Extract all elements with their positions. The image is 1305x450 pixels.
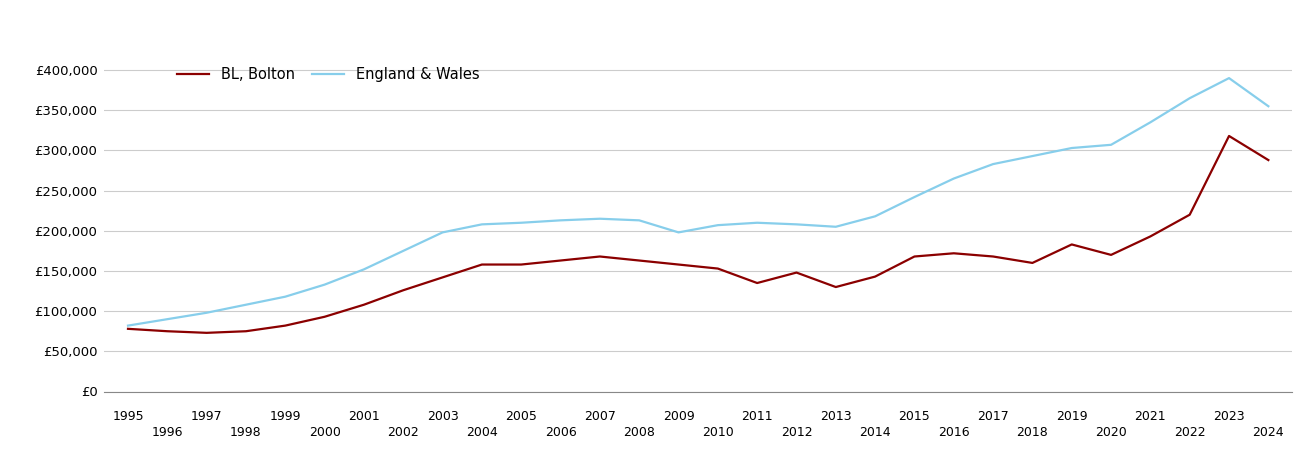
Text: 2001: 2001 — [348, 410, 380, 423]
Text: 2013: 2013 — [820, 410, 852, 423]
Text: 2024: 2024 — [1253, 426, 1284, 439]
England & Wales — [710, 222, 726, 228]
Text: 1997: 1997 — [191, 410, 222, 423]
Text: 2011: 2011 — [741, 410, 773, 423]
England & Wales — [946, 176, 962, 181]
Text: 2009: 2009 — [663, 410, 694, 423]
England & Wales — [1024, 153, 1040, 159]
England & Wales — [592, 216, 608, 221]
Text: 1996: 1996 — [151, 426, 183, 439]
BL, Bolton — [868, 274, 883, 279]
BL, Bolton — [198, 330, 214, 336]
England & Wales — [749, 220, 765, 225]
BL, Bolton — [278, 323, 294, 328]
Text: 2012: 2012 — [780, 426, 812, 439]
BL, Bolton — [592, 254, 608, 259]
BL, Bolton — [553, 258, 569, 263]
Text: 2015: 2015 — [899, 410, 930, 423]
England & Wales — [632, 218, 647, 223]
BL, Bolton — [907, 254, 923, 259]
Line: BL, Bolton: BL, Bolton — [128, 136, 1268, 333]
Text: 2007: 2007 — [583, 410, 616, 423]
BL, Bolton — [1024, 260, 1040, 265]
BL, Bolton — [1182, 212, 1198, 217]
BL, Bolton — [788, 270, 804, 275]
BL, Bolton — [710, 266, 726, 271]
Text: 2016: 2016 — [938, 426, 970, 439]
BL, Bolton — [1261, 158, 1276, 163]
England & Wales — [238, 302, 253, 307]
England & Wales — [435, 230, 450, 235]
BL, Bolton — [159, 328, 175, 334]
BL, Bolton — [671, 262, 686, 267]
Line: England & Wales: England & Wales — [128, 78, 1268, 326]
BL, Bolton — [632, 258, 647, 263]
BL, Bolton — [1221, 133, 1237, 139]
England & Wales — [278, 294, 294, 299]
England & Wales — [395, 248, 411, 254]
England & Wales — [985, 162, 1001, 167]
England & Wales — [198, 310, 214, 315]
England & Wales — [907, 194, 923, 200]
England & Wales — [1143, 120, 1159, 125]
Text: 2005: 2005 — [505, 410, 538, 423]
Text: 2020: 2020 — [1095, 426, 1128, 439]
BL, Bolton — [474, 262, 489, 267]
Text: 2004: 2004 — [466, 426, 497, 439]
BL, Bolton — [435, 274, 450, 280]
BL, Bolton — [120, 326, 136, 332]
Text: 2019: 2019 — [1056, 410, 1087, 423]
BL, Bolton — [356, 302, 372, 307]
BL, Bolton — [1103, 252, 1118, 257]
Text: 2003: 2003 — [427, 410, 458, 423]
England & Wales — [474, 222, 489, 227]
BL, Bolton — [238, 328, 253, 334]
Text: 1998: 1998 — [230, 426, 262, 439]
England & Wales — [159, 316, 175, 322]
England & Wales — [1261, 104, 1276, 109]
BL, Bolton — [395, 288, 411, 293]
England & Wales — [513, 220, 529, 225]
England & Wales — [1182, 95, 1198, 101]
BL, Bolton — [749, 280, 765, 286]
England & Wales — [788, 222, 804, 227]
BL, Bolton — [946, 251, 962, 256]
Text: 2014: 2014 — [859, 426, 891, 439]
BL, Bolton — [827, 284, 843, 290]
Text: 1999: 1999 — [270, 410, 301, 423]
England & Wales — [1064, 145, 1079, 151]
Text: 2023: 2023 — [1214, 410, 1245, 423]
England & Wales — [827, 224, 843, 230]
Text: 2022: 2022 — [1174, 426, 1206, 439]
England & Wales — [120, 323, 136, 328]
England & Wales — [553, 218, 569, 223]
BL, Bolton — [1143, 234, 1159, 239]
BL, Bolton — [317, 314, 333, 319]
Legend: BL, Bolton, England & Wales: BL, Bolton, England & Wales — [171, 61, 485, 88]
Text: 2008: 2008 — [624, 426, 655, 439]
Text: 2000: 2000 — [309, 426, 341, 439]
BL, Bolton — [513, 262, 529, 267]
England & Wales — [1103, 142, 1118, 148]
BL, Bolton — [985, 254, 1001, 259]
England & Wales — [317, 282, 333, 288]
Text: 2006: 2006 — [544, 426, 577, 439]
England & Wales — [1221, 76, 1237, 81]
Text: 1995: 1995 — [112, 410, 144, 423]
England & Wales — [671, 230, 686, 235]
Text: 2002: 2002 — [388, 426, 419, 439]
Text: 2017: 2017 — [977, 410, 1009, 423]
BL, Bolton — [1064, 242, 1079, 247]
England & Wales — [356, 267, 372, 272]
Text: 2010: 2010 — [702, 426, 733, 439]
Text: 2018: 2018 — [1017, 426, 1048, 439]
Text: 2021: 2021 — [1134, 410, 1167, 423]
England & Wales — [868, 214, 883, 219]
